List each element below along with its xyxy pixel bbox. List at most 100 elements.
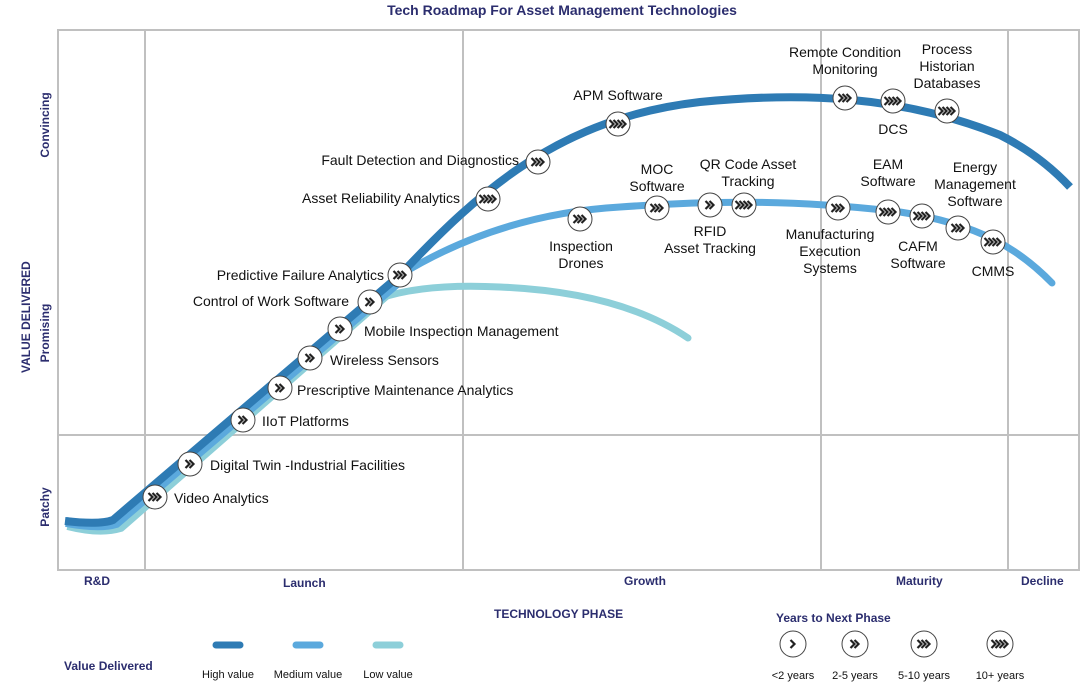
technology-label: Control of Work Software [192,293,349,309]
chevron-icon [891,96,899,106]
phase-launch: Launch [283,576,326,590]
chevron-icon [991,237,999,247]
chevron-icon [490,194,498,204]
phase-maturity: Maturity [896,574,943,588]
chevron-icon [151,492,159,502]
chevron-icon [853,639,861,649]
chevron-icon [237,415,245,425]
technology-label: Remote Condition Monitoring [788,44,902,77]
chevron-icon [278,383,286,393]
technology-label: Manufacturing Execution Systems [785,226,875,276]
years-marker-4-chevron [880,88,906,114]
technology-label: Wireless Sensors [330,352,439,368]
chevron-icon [155,492,163,502]
chevron-icon [1002,639,1010,649]
chevron-icon [987,237,995,247]
chevron-icon [958,223,966,233]
chevron-icon [834,203,842,213]
years-marker-1-chevron [779,630,807,658]
years-marker-3-chevron [945,215,971,241]
chevron-icon [649,203,657,213]
chevron-icon [392,270,400,280]
chevron-icon [878,207,886,217]
chevron-icon [789,639,797,649]
years-marker-2-chevron [697,192,723,218]
legend-years-title: Years to Next Phase [776,611,891,625]
technology-label: Predictive Failure Analytics [216,267,384,283]
chevron-icon [738,200,746,210]
chevron-icon [941,106,949,116]
chevron-icon [708,200,716,210]
technology-label: Prescriptive Maintenance Analytics [297,382,514,398]
years-marker-2-chevron [177,451,203,477]
chevron-icon [530,157,538,167]
years-marker-2-chevron [327,316,353,342]
technology-label: Process Historian Databases [913,41,981,91]
years-marker-4-chevron [731,192,757,218]
chevron-icon [534,157,542,167]
technology-label: QR Code Asset Tracking [699,156,797,189]
legend-low-label: Low value [363,669,413,681]
technology-label: EAM Software [860,156,916,189]
years-marker-3-chevron [567,206,593,232]
years-marker-3-chevron [910,630,938,658]
technology-label: RFID Asset Tracking [664,223,756,256]
chevron-icon [538,157,546,167]
technology-label: Mobile Inspection Management [364,323,559,339]
years-marker-2-chevron [297,345,323,371]
technology-label: Inspection Drones [549,238,613,271]
phase-growth: Growth [624,574,666,588]
chevron-icon [994,639,1002,649]
chevron-icon [482,194,490,204]
legend-value-title: Value Delivered [64,659,153,673]
chevron-icon [841,93,849,103]
chevron-icon [653,203,661,213]
chevron-icon [895,96,903,106]
chevron-icon [950,223,958,233]
years-marker-3-chevron [142,484,168,510]
technology-label: DCS [878,121,908,137]
chevron-icon [882,207,890,217]
chevron-icon [990,639,998,649]
chevron-icon [838,203,846,213]
chevron-icon [924,639,932,649]
legend-years-label: <2 years [771,670,815,682]
chevron-icon [396,270,404,280]
high-value-curve [64,93,1073,527]
chevron-icon [612,119,620,129]
y-level-promising: Promising [38,303,52,363]
chevron-icon [937,106,945,116]
chevron-icon [916,211,924,221]
years-marker-2-chevron [230,407,256,433]
years-marker-4-chevron [986,630,1014,658]
years-marker-2-chevron [267,375,293,401]
phase-rd: R&D [84,574,110,588]
years-marker-4-chevron [980,229,1006,255]
technology-label: Digital Twin -Industrial Facilities [210,457,406,473]
chevron-icon [334,324,342,334]
chevron-icon [995,237,1003,247]
chevron-icon [886,207,894,217]
chevron-icon [241,415,249,425]
years-marker-3-chevron [832,85,858,111]
chevron-icon [576,214,584,224]
chevron-icon [608,119,616,129]
chevron-icon [949,106,957,116]
x-axis-title: TECHNOLOGY PHASE [494,607,624,621]
technology-label: Video Analytics [174,490,269,506]
technology-label: IIoT Platforms [262,413,349,429]
chevron-icon [304,353,312,363]
chevron-icon [147,492,155,502]
plot-frame [57,29,1080,571]
chevron-icon [364,297,372,307]
chevron-icon [308,353,316,363]
years-marker-3-chevron [387,262,413,288]
chevron-icon [998,639,1006,649]
diagram-title: Tech Roadmap For Asset Management Techno… [387,2,737,18]
technology-label: Fault Detection and Diagnostics [321,152,519,168]
phase-decline: Decline [1021,574,1064,588]
chevron-icon [912,211,920,221]
chevron-icon [580,214,588,224]
years-marker-4-chevron [909,203,935,229]
